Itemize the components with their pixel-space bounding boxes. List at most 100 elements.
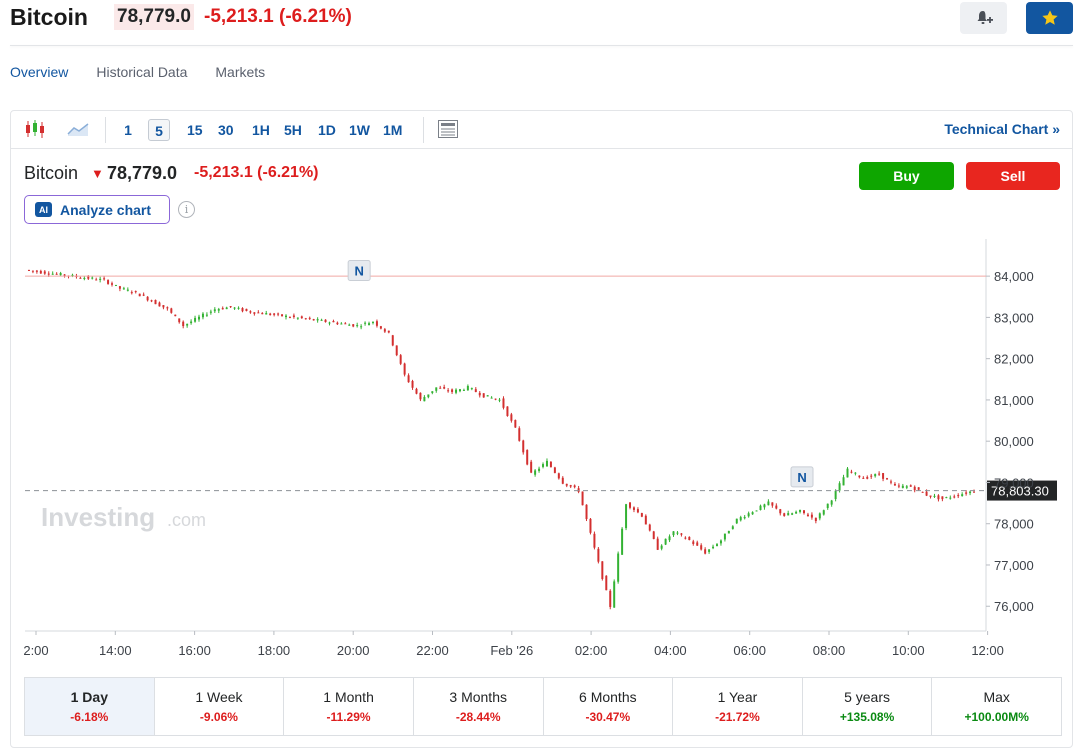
candle-body (178, 318, 181, 323)
candle-body (138, 293, 141, 297)
sell-button[interactable]: Sell (966, 162, 1060, 190)
news-marker[interactable]: N (347, 260, 371, 282)
candle-body (585, 504, 588, 520)
y-tick-label: 82,000 (994, 352, 1034, 367)
candle-body (605, 575, 608, 591)
timeframe-5h[interactable]: 5H (284, 122, 302, 138)
candle-body (933, 495, 936, 497)
candle-body (965, 492, 968, 494)
candle-body (320, 319, 323, 321)
candle-body (771, 502, 774, 506)
period-change: +135.08% (839, 710, 895, 724)
news-marker-box[interactable] (790, 466, 814, 488)
candle-body (451, 389, 454, 392)
area-chart-button[interactable] (65, 117, 91, 141)
candle-body (644, 515, 647, 525)
info-icon[interactable]: i (178, 201, 195, 218)
change-percent: (-6.21%) (279, 6, 352, 27)
candle-body (632, 507, 635, 510)
period-change: -6.18% (70, 710, 109, 724)
period-6m[interactable]: 6 Months -30.47% (544, 678, 674, 735)
candle-body (573, 485, 576, 488)
candle-body (526, 450, 529, 465)
period-1d[interactable]: 1 Day -6.18% (25, 678, 155, 735)
candle-body (99, 278, 102, 280)
candle-body (395, 345, 398, 356)
candle-body (530, 461, 533, 473)
tab-overview[interactable]: Overview (10, 64, 69, 80)
table-view-button[interactable] (435, 117, 461, 141)
page-title: Bitcoin (10, 4, 88, 30)
candle-body (466, 385, 469, 391)
candle-body (870, 475, 873, 477)
candle-body (822, 510, 825, 515)
analyze-chart-button[interactable]: AI Analyze chart (24, 195, 170, 224)
candle-body (763, 504, 766, 508)
candle-body (636, 509, 639, 513)
news-marker-label: N (797, 470, 806, 485)
current-price-badge (987, 480, 1057, 501)
y-tick-label: 84,000 (994, 269, 1034, 284)
candle-body (249, 311, 252, 313)
add-alert-button[interactable] (960, 2, 1007, 34)
candle-body (941, 496, 944, 500)
header-divider (10, 45, 1073, 46)
period-1w[interactable]: 1 Week -9.06% (155, 678, 285, 735)
candle-body (613, 581, 616, 608)
timeframe-1m[interactable]: 1M (383, 122, 403, 138)
candle-body (830, 500, 833, 505)
timeframe-5[interactable]: 5 (148, 119, 170, 141)
price-chart-svg[interactable]: Investing .com 78,803.30 N N 84,000 83,000 8… (11, 239, 1072, 669)
candlestick-chart-button[interactable] (22, 117, 48, 141)
candle-body (292, 315, 295, 318)
x-tick-label: 20:00 (337, 643, 370, 658)
candle-body (716, 544, 719, 547)
candle-body (664, 538, 667, 545)
timeframe-1d[interactable]: 1D (318, 122, 336, 138)
candle-body (937, 495, 940, 500)
watchlist-button[interactable] (1026, 2, 1073, 34)
timeframe-1[interactable]: 1 (124, 122, 132, 138)
candle-body (213, 309, 216, 312)
tab-markets[interactable]: Markets (215, 64, 266, 80)
x-tick-label: Feb '26 (490, 643, 533, 658)
candle-body (660, 545, 663, 549)
period-1y[interactable]: 1 Year -21.72% (673, 678, 803, 735)
candle-body (577, 488, 580, 492)
timeframe-1h[interactable]: 1H (252, 122, 270, 138)
news-marker-box[interactable] (347, 260, 371, 282)
candle-body (304, 318, 307, 320)
timeframe-1w[interactable]: 1W (349, 122, 370, 138)
timeframe-30[interactable]: 30 (218, 122, 234, 138)
tab-historical-data[interactable]: Historical Data (96, 64, 188, 80)
candle-body (621, 528, 624, 555)
candle-body (874, 474, 877, 477)
candle-body (91, 277, 94, 279)
candle-body (233, 307, 236, 309)
candle-body (253, 312, 256, 314)
candle-body (324, 319, 327, 323)
period-1m[interactable]: 1 Month -11.29% (284, 678, 414, 735)
candle-body (328, 322, 331, 324)
candle-body (482, 393, 485, 398)
period-3m[interactable]: 3 Months -28.44% (414, 678, 544, 735)
candle-body (35, 270, 38, 272)
technical-chart-link[interactable]: Technical Chart » (944, 121, 1060, 137)
candle-body (419, 392, 422, 400)
timeframe-15[interactable]: 15 (187, 122, 203, 138)
buy-button[interactable]: Buy (859, 162, 954, 190)
candle-body (122, 288, 125, 290)
candle-body (31, 270, 34, 272)
candlestick-icon (26, 120, 44, 138)
news-marker[interactable]: N (790, 466, 814, 488)
candle-body (854, 472, 857, 474)
candle-body (897, 485, 900, 487)
candle-body (886, 478, 889, 480)
candle-body (340, 323, 343, 325)
period-5y[interactable]: 5 years +135.08% (803, 678, 933, 735)
period-max[interactable]: Max +100.00M% (932, 678, 1061, 735)
candle-body (889, 481, 892, 483)
price-chart[interactable]: Investing .com 78,803.30 N N 84,000 83,000 8… (11, 239, 1072, 669)
candle-body (522, 440, 525, 453)
candle-body (55, 273, 58, 275)
